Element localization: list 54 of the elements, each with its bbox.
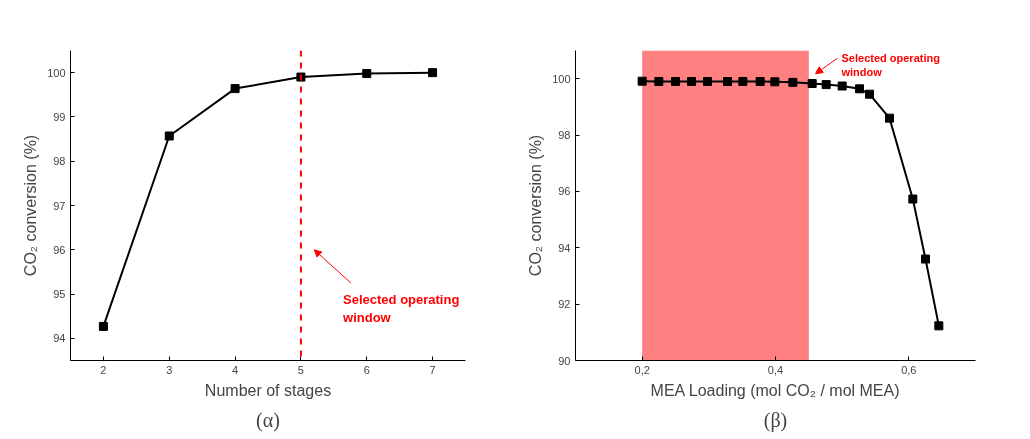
y-tick-label: 100 bbox=[552, 72, 571, 85]
point bbox=[755, 77, 765, 86]
y-tick-label: 99 bbox=[53, 110, 66, 123]
y-tick-label: 94 bbox=[53, 332, 66, 345]
point bbox=[885, 113, 894, 123]
point bbox=[807, 78, 817, 88]
point bbox=[98, 321, 108, 331]
point bbox=[855, 84, 864, 94]
point bbox=[865, 89, 874, 99]
y-tick-label: 98 bbox=[53, 155, 66, 168]
point bbox=[723, 77, 732, 86]
y-tick-label: 96 bbox=[558, 185, 571, 198]
x-tick-label: 7 bbox=[429, 363, 436, 376]
point bbox=[687, 77, 696, 86]
point bbox=[770, 77, 780, 87]
point bbox=[908, 194, 918, 204]
point bbox=[654, 77, 664, 86]
annotation: Selected operating window bbox=[342, 292, 460, 326]
point bbox=[428, 68, 438, 78]
point bbox=[362, 69, 372, 79]
point bbox=[921, 254, 930, 264]
y-tick-label: 95 bbox=[53, 288, 66, 301]
x-tick-label: 0,6 bbox=[901, 363, 917, 376]
x-tick-label: 0,2 bbox=[634, 363, 650, 376]
point bbox=[934, 321, 944, 331]
point bbox=[637, 76, 647, 86]
text: (β) bbox=[763, 408, 788, 432]
y-tick-label: 98 bbox=[558, 129, 571, 142]
y-tick-label: 92 bbox=[558, 298, 571, 311]
x-tick-label: 3 bbox=[166, 363, 173, 376]
point bbox=[164, 131, 174, 141]
x-tick-label: 0,4 bbox=[767, 363, 784, 376]
y-tick-label: 97 bbox=[53, 199, 66, 212]
y-axis-title: CO₂ conversion (%) bbox=[22, 134, 40, 277]
x-tick-label: 2 bbox=[100, 363, 107, 376]
annotation: Selected operating window bbox=[840, 51, 940, 78]
y-axis-title: CO₂ conversion (%) bbox=[527, 134, 545, 277]
y-tick-label: 100 bbox=[47, 66, 66, 79]
x-axis-title: MEA Loading (mol CO₂ / mol MEA) bbox=[650, 381, 900, 399]
x-tick-label: 4 bbox=[232, 363, 239, 376]
y-tick-label: 90 bbox=[558, 354, 571, 367]
point bbox=[230, 84, 240, 94]
point bbox=[738, 77, 748, 86]
point bbox=[703, 77, 712, 86]
point bbox=[837, 81, 847, 91]
y-tick-label: 94 bbox=[558, 241, 571, 254]
point bbox=[821, 80, 831, 90]
x-tick-label: 6 bbox=[363, 363, 370, 376]
y-tick-label: 96 bbox=[53, 243, 66, 256]
text: (α) bbox=[256, 408, 280, 432]
point bbox=[671, 77, 680, 86]
x-axis-title: Number of stages bbox=[204, 381, 332, 399]
point bbox=[788, 77, 798, 87]
x-tick-label: 5 bbox=[297, 363, 304, 376]
